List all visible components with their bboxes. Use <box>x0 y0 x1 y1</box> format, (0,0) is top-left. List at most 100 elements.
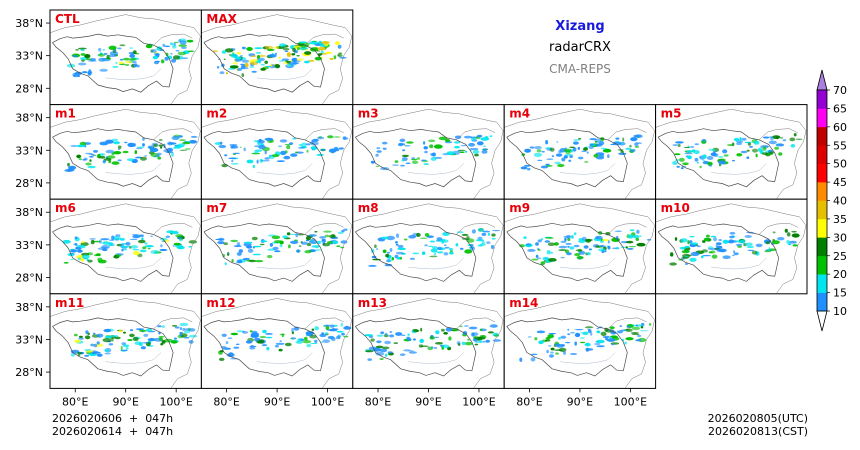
radar-echo <box>596 330 601 334</box>
radar-echo <box>259 336 267 338</box>
radar-echo <box>89 159 92 162</box>
radar-echo <box>259 243 265 246</box>
map-panel: m6 38°N 33°N 28°N <box>15 198 202 295</box>
radar-echo <box>481 232 487 236</box>
radar-echo <box>223 242 228 246</box>
radar-echo <box>87 332 90 336</box>
radar-echo <box>179 139 186 141</box>
lon-tick-label: 80°E <box>62 395 88 408</box>
radar-echo <box>247 248 254 253</box>
radar-echo <box>476 141 484 146</box>
radar-echo <box>482 148 488 151</box>
radar-echo <box>717 158 726 162</box>
river <box>559 352 616 364</box>
panel-label: m1 <box>55 107 76 121</box>
radar-echo <box>368 346 378 351</box>
radar-echo <box>443 332 448 335</box>
radar-echo <box>706 156 714 160</box>
colorbar-bin <box>817 126 827 146</box>
colorbar-tick-label: 30 <box>833 231 847 244</box>
radar-echo <box>717 156 724 158</box>
radar-echo <box>524 164 531 167</box>
colorbar-bin <box>817 108 827 128</box>
radar-echo <box>384 332 388 336</box>
radar-echo <box>479 339 483 344</box>
radar-echo <box>264 150 267 155</box>
radar-echo <box>482 340 486 343</box>
radar-echo <box>233 346 240 349</box>
province-boundary <box>456 128 496 140</box>
province-boundary <box>201 298 353 388</box>
map-panel: m12 80°E 90°E 100°E <box>200 293 354 408</box>
radar-echo <box>449 250 453 253</box>
lon-tick-label: 90°E <box>567 395 593 408</box>
radar-echo <box>441 328 445 332</box>
radar-echo <box>402 149 406 152</box>
radar-echo <box>718 248 727 253</box>
radar-echo <box>586 252 591 256</box>
radar-echo <box>80 53 86 56</box>
radar-echo <box>588 329 592 333</box>
radar-echo <box>533 152 543 157</box>
radar-echo <box>188 340 194 344</box>
radar-echo <box>309 141 319 146</box>
radar-echo <box>530 357 536 362</box>
radar-echo <box>103 52 108 55</box>
radar-echo <box>722 255 731 259</box>
radar-echo <box>491 237 496 240</box>
radar-echo <box>464 341 473 346</box>
radar-echo <box>89 238 96 240</box>
radar-echo <box>560 240 567 243</box>
radar-echo <box>137 64 140 68</box>
radar-echo <box>629 229 635 232</box>
radar-echo <box>282 47 290 51</box>
radar-echo <box>117 145 122 149</box>
radar-echo <box>482 230 491 233</box>
radar-echo <box>396 256 401 260</box>
radar-echo <box>112 236 121 241</box>
radar-echo <box>298 143 303 146</box>
radar-echo <box>577 156 584 160</box>
map-panel: CTL 38°N 33°N 28°N <box>15 9 202 106</box>
radar-echo <box>389 334 395 338</box>
radar-echo <box>239 146 242 148</box>
radar-echo <box>82 159 87 161</box>
radar-echo <box>634 142 639 147</box>
radar-echo <box>420 159 427 162</box>
radar-echo <box>519 357 523 362</box>
radar-echo <box>405 145 411 147</box>
radar-echo <box>634 146 640 148</box>
radar-echo <box>90 153 95 156</box>
panel-label: m7 <box>206 201 227 215</box>
radar-echo <box>463 135 473 139</box>
radar-echo <box>80 48 85 52</box>
region-boundary <box>203 317 325 377</box>
radar-echo <box>406 338 412 341</box>
radar-echo <box>130 329 133 332</box>
radar-echo <box>741 137 747 141</box>
river <box>256 68 313 81</box>
radar-echo <box>117 47 122 50</box>
radar-echo <box>77 62 87 66</box>
radar-echo <box>117 159 122 162</box>
radar-echo <box>747 249 755 252</box>
radar-echo <box>254 260 264 263</box>
radar-echo <box>108 54 117 58</box>
colorbar-tick-label: 15 <box>833 287 847 300</box>
radar-echo <box>540 261 546 266</box>
radar-echo <box>596 327 600 330</box>
radar-echo <box>78 158 82 161</box>
radar-echo <box>573 244 580 248</box>
radar-echo <box>702 159 706 161</box>
radar-echo <box>118 329 123 333</box>
radar-echo <box>245 340 253 344</box>
radar-echo <box>286 53 292 58</box>
radar-echo <box>251 152 261 155</box>
radar-echo <box>268 54 277 58</box>
radar-echo <box>628 245 637 248</box>
radar-echo <box>309 42 318 45</box>
radar-echo <box>596 339 605 344</box>
radar-echo <box>630 149 633 153</box>
radar-echo <box>336 330 344 333</box>
lon-tick-label: 100°E <box>462 395 495 408</box>
